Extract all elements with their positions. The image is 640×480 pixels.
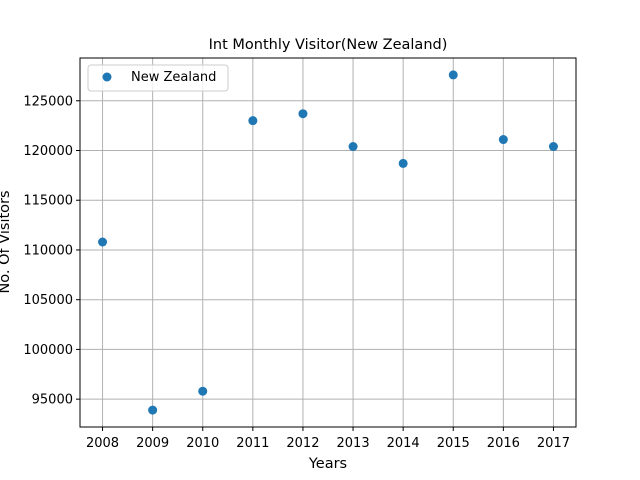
- plot-frame: [79, 57, 577, 428]
- legend-marker: [102, 72, 112, 82]
- legend: New Zealand: [87, 64, 229, 92]
- x-axis-ticks: 2008 2009 2010 2011 2012 2013 2014 2015 2016 2017: [86, 427, 570, 451]
- data-point: [548, 142, 558, 152]
- x-tick-label: 2013: [337, 436, 370, 451]
- data-point: [398, 158, 408, 168]
- x-tick-label: 2009: [136, 436, 169, 451]
- x-tick-label: 2015: [437, 436, 470, 451]
- chart-title: Int Monthly Visitor(New Zealand): [209, 37, 448, 53]
- grid: [80, 58, 576, 427]
- legend-box: [87, 64, 229, 92]
- y-axis-ticks: 95000 100000 105000 110000 115000 120000 12500…: [23, 94, 80, 408]
- x-tick-label: 2011: [236, 436, 269, 451]
- x-tick-label: 2016: [487, 436, 520, 451]
- y-tick-label: 110000: [23, 243, 73, 258]
- data-point: [98, 237, 108, 247]
- data-point: [148, 405, 158, 415]
- y-tick-label: 95000: [32, 393, 73, 408]
- x-tick-label: 2008: [86, 436, 119, 451]
- data-point: [248, 116, 258, 126]
- y-tick-label: 105000: [23, 293, 73, 308]
- data-point: [348, 142, 358, 152]
- data-point: [498, 135, 508, 145]
- y-tick-label: 115000: [23, 194, 73, 209]
- data-point: [198, 386, 208, 396]
- y-tick-label: 125000: [23, 94, 73, 109]
- y-tick-label: 100000: [23, 343, 73, 358]
- scatter-points: [98, 70, 558, 415]
- data-point: [298, 109, 308, 119]
- x-tick-label: 2017: [537, 436, 570, 451]
- y-axis-label: No. Of Visitors: [0, 190, 13, 293]
- data-point: [448, 70, 458, 80]
- x-tick-label: 2012: [286, 436, 319, 451]
- x-axis-label: Years: [308, 456, 347, 472]
- legend-label: New Zealand: [131, 70, 216, 85]
- x-tick-label: 2014: [387, 436, 420, 451]
- y-tick-label: 120000: [23, 144, 73, 159]
- x-tick-label: 2010: [186, 436, 219, 451]
